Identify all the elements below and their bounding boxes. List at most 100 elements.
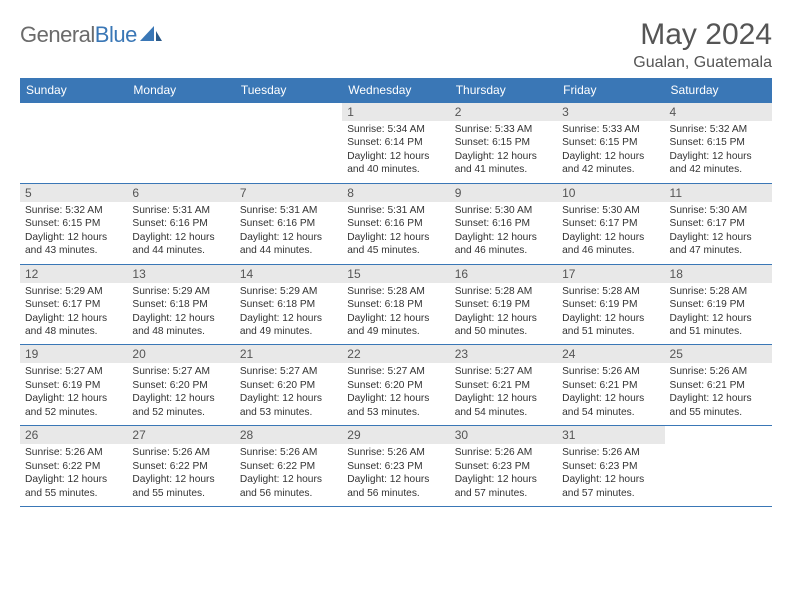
day-info: Sunrise: 5:26 AMSunset: 6:21 PMDaylight:… [665,363,772,425]
day-info: Sunrise: 5:32 AMSunset: 6:15 PMDaylight:… [665,121,772,183]
day-cell: 29Sunrise: 5:26 AMSunset: 6:23 PMDayligh… [342,426,449,507]
day-cell [20,103,127,184]
day-number: 13 [127,265,234,283]
day-cell: 8Sunrise: 5:31 AMSunset: 6:16 PMDaylight… [342,183,449,264]
day-cell: 19Sunrise: 5:27 AMSunset: 6:19 PMDayligh… [20,345,127,426]
day-info: Sunrise: 5:27 AMSunset: 6:20 PMDaylight:… [127,363,234,425]
day-info: Sunrise: 5:28 AMSunset: 6:18 PMDaylight:… [342,283,449,345]
day-number: 28 [235,426,342,444]
title-block: May 2024 Gualan, Guatemala [633,18,772,72]
day-number: 18 [665,265,772,283]
day-number [127,103,234,121]
day-number: 15 [342,265,449,283]
day-number [20,103,127,121]
day-cell: 22Sunrise: 5:27 AMSunset: 6:20 PMDayligh… [342,345,449,426]
day-cell: 27Sunrise: 5:26 AMSunset: 6:22 PMDayligh… [127,426,234,507]
day-cell: 11Sunrise: 5:30 AMSunset: 6:17 PMDayligh… [665,183,772,264]
week-row: 19Sunrise: 5:27 AMSunset: 6:19 PMDayligh… [20,345,772,426]
day-number: 19 [20,345,127,363]
day-info: Sunrise: 5:29 AMSunset: 6:18 PMDaylight:… [127,283,234,345]
calendar-table: SundayMondayTuesdayWednesdayThursdayFrid… [20,78,772,507]
day-number: 6 [127,184,234,202]
day-info: Sunrise: 5:32 AMSunset: 6:15 PMDaylight:… [20,202,127,264]
day-cell: 26Sunrise: 5:26 AMSunset: 6:22 PMDayligh… [20,426,127,507]
day-number: 10 [557,184,664,202]
day-cell: 25Sunrise: 5:26 AMSunset: 6:21 PMDayligh… [665,345,772,426]
day-number: 11 [665,184,772,202]
day-header: Friday [557,78,664,103]
day-number: 1 [342,103,449,121]
day-info: Sunrise: 5:30 AMSunset: 6:16 PMDaylight:… [450,202,557,264]
day-header: Monday [127,78,234,103]
day-number [665,426,772,444]
brand-sail-icon [140,26,162,47]
day-cell: 18Sunrise: 5:28 AMSunset: 6:19 PMDayligh… [665,264,772,345]
week-row: 5Sunrise: 5:32 AMSunset: 6:15 PMDaylight… [20,183,772,264]
day-header: Saturday [665,78,772,103]
day-cell: 31Sunrise: 5:26 AMSunset: 6:23 PMDayligh… [557,426,664,507]
day-info: Sunrise: 5:34 AMSunset: 6:14 PMDaylight:… [342,121,449,183]
day-info: Sunrise: 5:28 AMSunset: 6:19 PMDaylight:… [557,283,664,345]
day-number: 2 [450,103,557,121]
day-cell: 17Sunrise: 5:28 AMSunset: 6:19 PMDayligh… [557,264,664,345]
brand-text-blue: Blue [95,22,137,47]
day-header-row: SundayMondayTuesdayWednesdayThursdayFrid… [20,78,772,103]
day-info: Sunrise: 5:31 AMSunset: 6:16 PMDaylight:… [127,202,234,264]
location-label: Gualan, Guatemala [633,54,772,72]
day-info: Sunrise: 5:26 AMSunset: 6:23 PMDaylight:… [557,444,664,506]
day-cell [665,426,772,507]
week-row: 26Sunrise: 5:26 AMSunset: 6:22 PMDayligh… [20,426,772,507]
day-cell [127,103,234,184]
day-cell: 10Sunrise: 5:30 AMSunset: 6:17 PMDayligh… [557,183,664,264]
day-number: 17 [557,265,664,283]
day-number: 8 [342,184,449,202]
day-cell: 30Sunrise: 5:26 AMSunset: 6:23 PMDayligh… [450,426,557,507]
calendar-body: 1Sunrise: 5:34 AMSunset: 6:14 PMDaylight… [20,103,772,507]
day-cell: 9Sunrise: 5:30 AMSunset: 6:16 PMDaylight… [450,183,557,264]
day-info: Sunrise: 5:27 AMSunset: 6:21 PMDaylight:… [450,363,557,425]
day-number: 5 [20,184,127,202]
brand-text: GeneralBlue [20,22,137,48]
day-number: 9 [450,184,557,202]
brand-logo: GeneralBlue [20,22,162,48]
day-info: Sunrise: 5:33 AMSunset: 6:15 PMDaylight:… [450,121,557,183]
day-info: Sunrise: 5:27 AMSunset: 6:20 PMDaylight:… [235,363,342,425]
day-number: 27 [127,426,234,444]
day-info: Sunrise: 5:27 AMSunset: 6:19 PMDaylight:… [20,363,127,425]
day-number: 3 [557,103,664,121]
day-info [235,121,342,173]
day-header: Thursday [450,78,557,103]
day-number: 20 [127,345,234,363]
day-info: Sunrise: 5:27 AMSunset: 6:20 PMDaylight:… [342,363,449,425]
day-cell: 13Sunrise: 5:29 AMSunset: 6:18 PMDayligh… [127,264,234,345]
day-number: 31 [557,426,664,444]
day-cell: 21Sunrise: 5:27 AMSunset: 6:20 PMDayligh… [235,345,342,426]
day-info: Sunrise: 5:28 AMSunset: 6:19 PMDaylight:… [665,283,772,345]
day-number: 30 [450,426,557,444]
day-number: 24 [557,345,664,363]
day-info: Sunrise: 5:30 AMSunset: 6:17 PMDaylight:… [665,202,772,264]
day-cell: 12Sunrise: 5:29 AMSunset: 6:17 PMDayligh… [20,264,127,345]
day-info: Sunrise: 5:31 AMSunset: 6:16 PMDaylight:… [342,202,449,264]
day-info: Sunrise: 5:29 AMSunset: 6:18 PMDaylight:… [235,283,342,345]
day-info [20,121,127,173]
day-header: Wednesday [342,78,449,103]
day-cell: 14Sunrise: 5:29 AMSunset: 6:18 PMDayligh… [235,264,342,345]
day-cell: 23Sunrise: 5:27 AMSunset: 6:21 PMDayligh… [450,345,557,426]
day-info: Sunrise: 5:31 AMSunset: 6:16 PMDaylight:… [235,202,342,264]
brand-text-gray: General [20,22,95,47]
week-row: 1Sunrise: 5:34 AMSunset: 6:14 PMDaylight… [20,103,772,184]
day-info: Sunrise: 5:26 AMSunset: 6:23 PMDaylight:… [450,444,557,506]
day-cell [235,103,342,184]
day-cell: 3Sunrise: 5:33 AMSunset: 6:15 PMDaylight… [557,103,664,184]
day-number: 14 [235,265,342,283]
day-info [127,121,234,173]
header-row: GeneralBlue May 2024 Gualan, Guatemala [20,18,772,72]
day-number: 16 [450,265,557,283]
day-cell: 15Sunrise: 5:28 AMSunset: 6:18 PMDayligh… [342,264,449,345]
day-number: 29 [342,426,449,444]
day-cell: 16Sunrise: 5:28 AMSunset: 6:19 PMDayligh… [450,264,557,345]
day-number: 26 [20,426,127,444]
day-info: Sunrise: 5:26 AMSunset: 6:21 PMDaylight:… [557,363,664,425]
day-info: Sunrise: 5:28 AMSunset: 6:19 PMDaylight:… [450,283,557,345]
